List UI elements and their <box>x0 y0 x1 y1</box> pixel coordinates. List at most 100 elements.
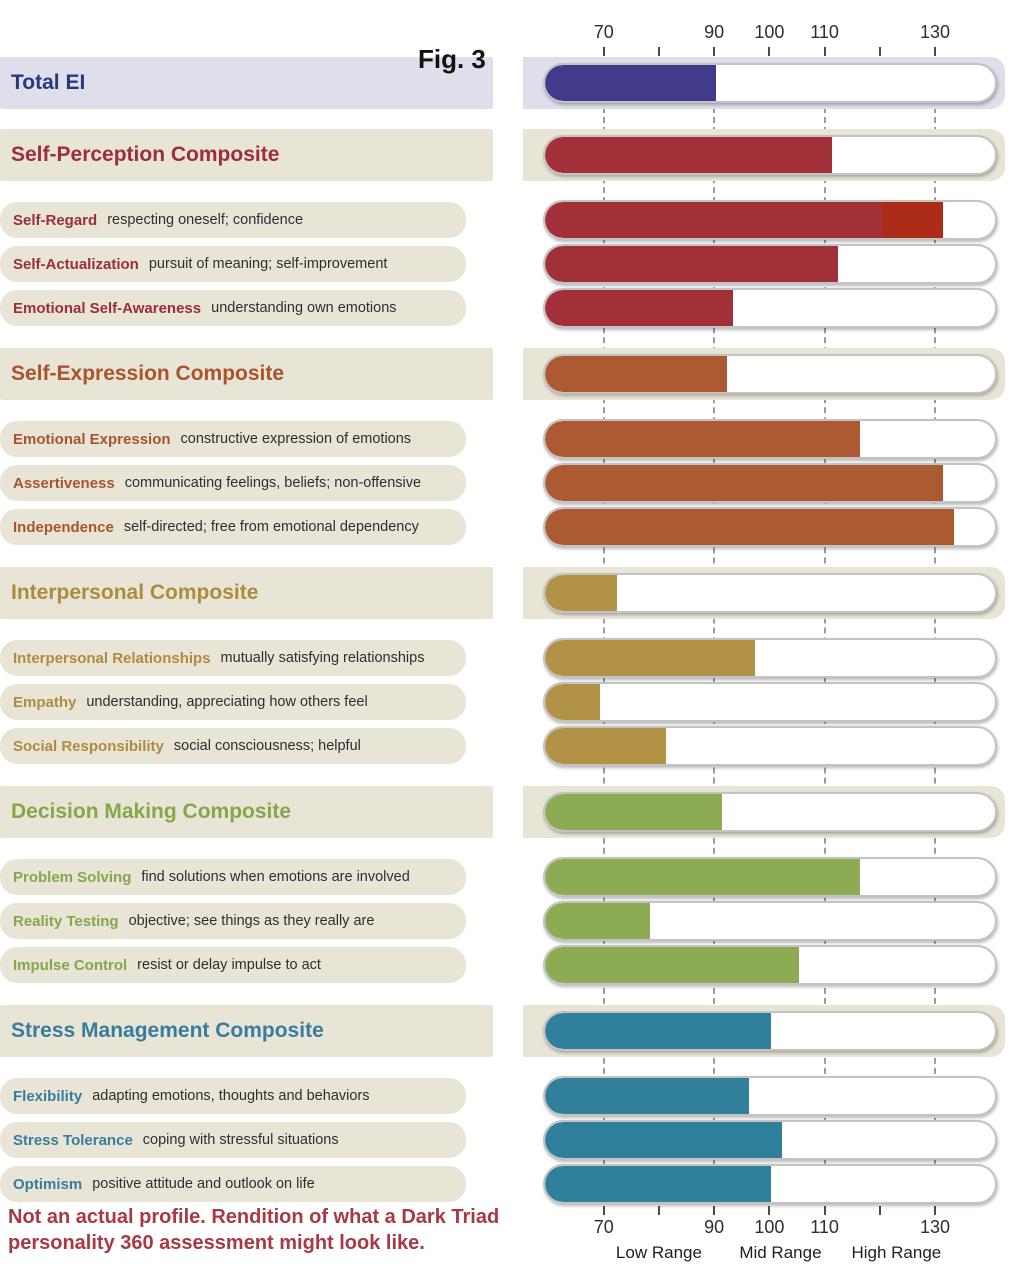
subscale-name: Stress Tolerance <box>13 1131 133 1149</box>
subscale-name: Social Responsibility <box>13 737 164 755</box>
bar-fill-interpersonal-composite <box>545 575 617 611</box>
bar-fill-assertiveness <box>545 465 943 501</box>
label-pill-reality-testing: Reality Testing objective; see things as … <box>0 903 466 939</box>
subscale-description: coping with stressful situations <box>142 1132 339 1148</box>
axis-label-110: 110 <box>810 1217 839 1237</box>
axis-tick-130 <box>934 1206 937 1215</box>
header-label: Total EI <box>11 71 86 94</box>
row-emotional-self-awareness: Emotional Self-Awareness understanding ow… <box>0 288 1014 328</box>
header-block-stress-management-composite: Stress Management Composite <box>0 1005 493 1057</box>
bar-fill-problem-solving <box>545 859 860 895</box>
subscale-description: positive attitude and outlook on life <box>92 1176 315 1192</box>
header-bar-block-decision-making-composite <box>523 786 1005 838</box>
header-label: Interpersonal Composite <box>11 581 259 604</box>
subscale-name: Reality Testing <box>13 912 119 930</box>
bar-fill-impulse-control <box>545 947 799 983</box>
row-social-responsibility: Social Responsibility social consciousnes… <box>0 726 1014 766</box>
bar-track-total-ei <box>543 63 997 103</box>
row-reality-testing: Reality Testing objective; see things as … <box>0 901 1014 941</box>
row-total-ei: Total EI <box>0 57 1014 109</box>
label-pill-emotional-expression: Emotional Expression constructive express… <box>0 421 466 457</box>
track-area-interpersonal-relationships <box>543 638 997 678</box>
subscale-description: communicating feelings, beliefs; non-off… <box>124 475 422 491</box>
track-area-independence <box>543 507 997 547</box>
subscale-description: respecting oneself; confidence <box>107 212 304 228</box>
row-assertiveness: Assertiveness communicating feelings, bel… <box>0 463 1014 503</box>
axis-tick-100 <box>768 1206 771 1215</box>
bar-track-interpersonal-relationships <box>543 638 997 678</box>
figure-title: Fig. 3 <box>418 44 486 74</box>
bar-track-decision-making-composite <box>543 792 997 832</box>
axis-label-100: 100 <box>754 1217 785 1237</box>
range-label-mid-range: Mid Range <box>739 1243 822 1262</box>
axis-label-110: 110 <box>810 22 839 42</box>
axis-tick-120 <box>878 1206 881 1215</box>
subscale-description: objective; see things as they really are <box>128 913 375 929</box>
subscale-name: Independence <box>13 518 114 536</box>
header-label: Stress Management Composite <box>11 1019 324 1042</box>
subscale-description: social consciousness; helpful <box>173 738 361 754</box>
bar-fill-stress-management-composite <box>545 1013 772 1049</box>
bar-fill-optimism <box>545 1166 772 1202</box>
range-label-low-range: Low Range <box>615 1243 702 1262</box>
range-label-high-range: High Range <box>851 1243 942 1262</box>
header-block-decision-making-composite: Decision Making Composite <box>0 786 493 838</box>
subscale-name: Empathy <box>13 693 77 711</box>
bar-fill-self-regard <box>545 202 943 238</box>
row-self-regard: Self-Regard respecting oneself; confidenc… <box>0 200 1014 240</box>
bar-track-emotional-self-awareness <box>543 288 997 328</box>
subscale-name: Interpersonal Relationships <box>13 649 211 667</box>
label-pill-assertiveness: Assertiveness communicating feelings, bel… <box>0 465 466 501</box>
footnote-line-2: personality 360 assessment might look li… <box>8 1232 425 1255</box>
label-pill-empathy: Empathy understanding, appreciating how o… <box>0 684 466 720</box>
label-pill-social-responsibility: Social Responsibility social consciousnes… <box>0 728 466 764</box>
label-pill-flexibility: Flexibility adapting emotions, thoughts a… <box>0 1078 466 1114</box>
header-block-self-perception-composite: Self-Perception Composite <box>0 129 493 181</box>
subscale-name: Emotional Expression <box>13 430 171 448</box>
subscale-name: Optimism <box>13 1175 83 1193</box>
header-block-interpersonal-composite: Interpersonal Composite <box>0 567 493 619</box>
bar-track-empathy <box>543 682 997 722</box>
axis-label-70: 70 <box>593 1217 614 1237</box>
axis-tick-100 <box>768 47 771 56</box>
row-self-expression-composite: Self-Expression Composite <box>0 348 1014 400</box>
bar-track-assertiveness <box>543 463 997 503</box>
bar-track-self-regard <box>543 200 997 240</box>
chart-rows: Total EI Self-Perception Composite Self-Re… <box>0 57 1014 1204</box>
top-axis: 70 90 100 110 130 <box>0 22 1014 58</box>
track-area-stress-tolerance <box>543 1120 997 1160</box>
label-pill-self-actualization: Self-Actualization pursuit of meaning; se… <box>0 246 466 282</box>
subscale-name: Flexibility <box>13 1087 83 1105</box>
row-stress-management-composite: Stress Management Composite <box>0 1005 1014 1057</box>
label-pill-optimism: Optimism positive attitude and outlook on… <box>0 1166 466 1202</box>
track-area-assertiveness <box>543 463 997 503</box>
row-self-actualization: Self-Actualization pursuit of meaning; se… <box>0 244 1014 284</box>
subscale-description: adapting emotions, thoughts and behavior… <box>92 1088 370 1104</box>
bar-fill-social-responsibility <box>545 728 667 764</box>
bar-fill-independence <box>545 509 954 545</box>
axis-tick-110 <box>823 1206 826 1215</box>
axis-tick-110 <box>823 47 826 56</box>
bar-track-self-perception-composite <box>543 135 997 175</box>
axis-tick-90 <box>713 1206 716 1215</box>
bar-fill-self-expression-composite <box>545 356 728 392</box>
subscale-description: self-directed; free from emotional depen… <box>123 519 419 535</box>
bar-track-self-actualization <box>543 244 997 284</box>
header-label: Self-Expression Composite <box>11 362 285 385</box>
track-area-problem-solving <box>543 857 997 897</box>
bar-track-reality-testing <box>543 901 997 941</box>
subscale-name: Impulse Control <box>13 956 128 974</box>
header-block-self-expression-composite: Self-Expression Composite <box>0 348 493 400</box>
bar-track-interpersonal-composite <box>543 573 997 613</box>
bar-fill-emotional-expression <box>545 421 860 457</box>
header-label: Decision Making Composite <box>11 800 292 823</box>
bar-track-optimism <box>543 1164 997 1204</box>
label-pill-stress-tolerance: Stress Tolerance coping with stressful si… <box>0 1122 466 1158</box>
subscale-name: Self-Regard <box>13 211 98 229</box>
track-area-self-actualization <box>543 244 997 284</box>
subscale-description: mutually satisfying relationships <box>220 650 425 666</box>
bar-track-social-responsibility <box>543 726 997 766</box>
gridline-90 <box>713 57 716 1204</box>
bar-track-problem-solving <box>543 857 997 897</box>
